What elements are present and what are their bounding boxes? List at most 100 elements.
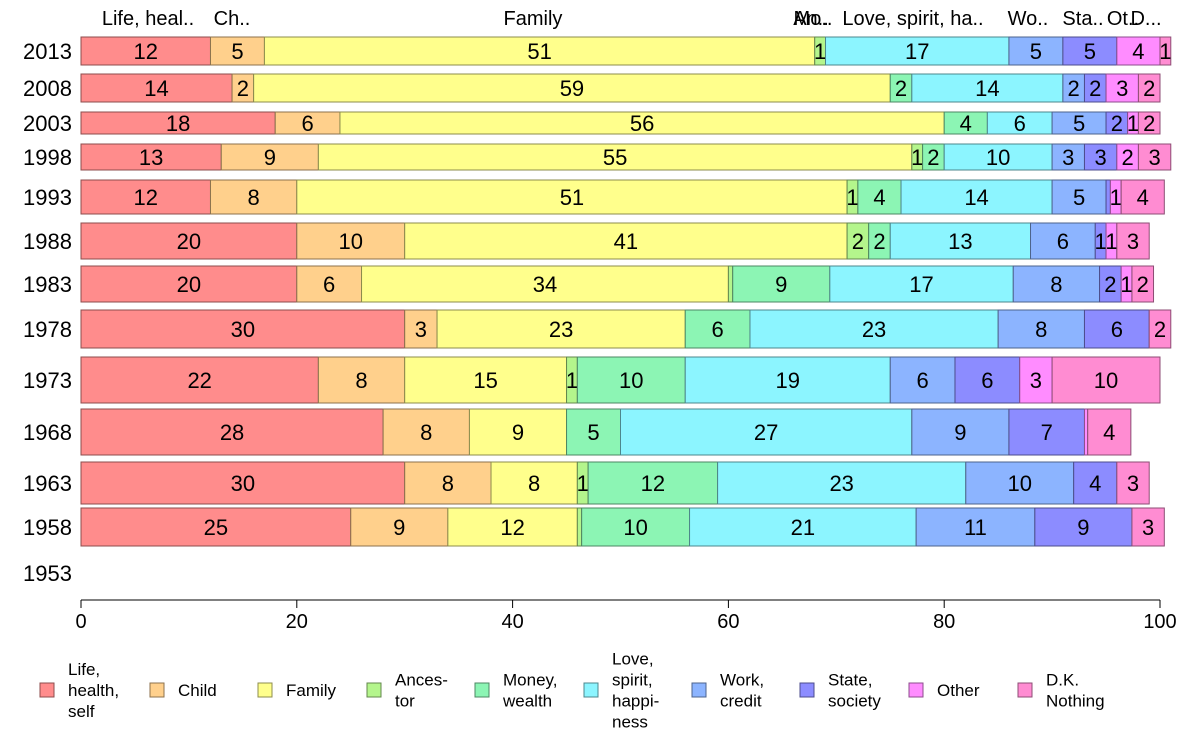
bar-segment bbox=[684, 309, 751, 349]
series-header-label: Ch.. bbox=[214, 8, 251, 30]
data-label: 34 bbox=[533, 272, 557, 297]
data-label: 1 bbox=[846, 185, 858, 210]
bar-segment bbox=[1073, 461, 1118, 505]
legend-label: Other bbox=[937, 681, 980, 700]
bars-layer: 12 5 51 1 17 5 5 4 114 2 59 2 14 2 2 3 218 6 56 4 6 5 2 1 213 9 55… bbox=[80, 36, 1172, 547]
data-label: 9 bbox=[264, 145, 276, 170]
series-header-labels: Life, heal.. Ch.. Family An..Mo.. Love, spir… bbox=[102, 8, 1162, 30]
data-label: 14 bbox=[975, 76, 999, 101]
bar-segment bbox=[727, 265, 734, 303]
data-label: 3 bbox=[1062, 145, 1074, 170]
bar-segment bbox=[404, 222, 848, 260]
bar-segment bbox=[1116, 222, 1150, 260]
data-label: 2 bbox=[895, 76, 907, 101]
data-label: 6 bbox=[981, 368, 993, 393]
legend-swatch bbox=[149, 682, 165, 698]
year-tick-label: 2003 bbox=[23, 111, 72, 136]
data-label: 59 bbox=[560, 76, 584, 101]
data-label: 4 bbox=[1089, 471, 1101, 496]
data-label: 3 bbox=[1127, 229, 1139, 254]
bar-segment bbox=[581, 507, 691, 547]
bar-segment bbox=[296, 222, 406, 260]
bar-segment bbox=[997, 309, 1085, 349]
data-label: 30 bbox=[231, 317, 255, 342]
bar-segment bbox=[80, 265, 298, 303]
data-label: 2 bbox=[1068, 76, 1080, 101]
bar-segment bbox=[1159, 36, 1172, 66]
data-label: 12 bbox=[500, 515, 524, 540]
bar-segment bbox=[576, 356, 686, 404]
bar-segment bbox=[1137, 143, 1172, 171]
series-header-label: D... bbox=[1130, 8, 1161, 30]
series-header-label: Family bbox=[504, 8, 563, 30]
year-tick-label: 1973 bbox=[23, 368, 72, 393]
bar-segment bbox=[1034, 507, 1133, 547]
data-label: 41 bbox=[614, 229, 638, 254]
x-tick-label: 60 bbox=[717, 611, 739, 633]
bar-segment bbox=[1087, 408, 1132, 456]
legend-swatch bbox=[1017, 682, 1033, 698]
series-header-label: Mo.. bbox=[794, 8, 833, 30]
bar-segment bbox=[296, 179, 848, 215]
year-tick-label: 1968 bbox=[23, 420, 72, 445]
year-tick-label: 1958 bbox=[23, 515, 72, 540]
series-header-label: Love, spirit, ha.. bbox=[842, 8, 983, 30]
bar-segment bbox=[889, 356, 956, 404]
data-label: 8 bbox=[442, 471, 454, 496]
data-label: 4 bbox=[873, 185, 885, 210]
bar-segment bbox=[80, 356, 319, 404]
data-label: 51 bbox=[560, 185, 584, 210]
x-tick-label: 80 bbox=[933, 611, 955, 633]
bar-segment bbox=[566, 408, 621, 456]
x-axis: 0 20 40 60 80 100 bbox=[75, 599, 1177, 633]
year-tick-label: 1978 bbox=[23, 317, 72, 342]
data-label: 17 bbox=[909, 272, 933, 297]
data-label: 1 bbox=[566, 368, 578, 393]
data-label: 13 bbox=[139, 145, 163, 170]
bar-segment bbox=[965, 461, 1075, 505]
bar-segment bbox=[717, 461, 967, 505]
data-label: 8 bbox=[528, 471, 540, 496]
data-label: 3 bbox=[1030, 368, 1042, 393]
data-label: 17 bbox=[905, 39, 929, 64]
bar-segment bbox=[468, 408, 568, 456]
series-header-label: Sta.. bbox=[1062, 8, 1103, 30]
legend-swatch bbox=[908, 682, 924, 698]
data-label: 23 bbox=[862, 317, 886, 342]
data-label: 6 bbox=[916, 368, 928, 393]
data-label: 20 bbox=[177, 229, 201, 254]
data-label: 4 bbox=[1132, 39, 1144, 64]
data-label: 5 bbox=[1073, 185, 1085, 210]
legend-label: Love, spirit, happi-ness bbox=[612, 650, 659, 732]
legend-label: Work, credit bbox=[720, 671, 764, 711]
x-tick-label: 100 bbox=[1143, 611, 1176, 633]
legend-swatch bbox=[39, 682, 55, 698]
year-tick-label: 2008 bbox=[23, 76, 72, 101]
bar-segment bbox=[1051, 143, 1085, 171]
data-label: 3 bbox=[1148, 145, 1160, 170]
legend-label: Family bbox=[286, 681, 337, 700]
data-label: 2 bbox=[927, 145, 939, 170]
bar-segment bbox=[943, 143, 1053, 171]
data-label: 4 bbox=[1137, 185, 1149, 210]
data-label: 56 bbox=[630, 111, 654, 136]
data-label: 2 bbox=[873, 229, 885, 254]
data-label: 5 bbox=[1084, 39, 1096, 64]
data-label: 10 bbox=[1094, 368, 1118, 393]
data-label: 15 bbox=[473, 368, 497, 393]
data-label: 27 bbox=[754, 420, 778, 445]
year-tick-label: 1988 bbox=[23, 229, 72, 254]
data-label: 10 bbox=[619, 368, 643, 393]
bar-segment bbox=[263, 36, 816, 66]
bar-segment bbox=[404, 461, 492, 505]
data-label: 2 bbox=[1111, 111, 1123, 136]
data-label: 2 bbox=[1154, 317, 1166, 342]
data-label: 4 bbox=[1103, 420, 1115, 445]
data-label: 13 bbox=[948, 229, 972, 254]
data-label: 1 bbox=[911, 145, 923, 170]
data-label: 25 bbox=[204, 515, 228, 540]
legend-label: Money, wealth bbox=[502, 671, 558, 711]
bar-segment bbox=[1083, 143, 1118, 171]
bar-segment bbox=[80, 408, 384, 456]
year-axis-labels: 2013 2008 2003 1998 1993 1988 1983 1978 1973 1968… bbox=[23, 39, 72, 586]
